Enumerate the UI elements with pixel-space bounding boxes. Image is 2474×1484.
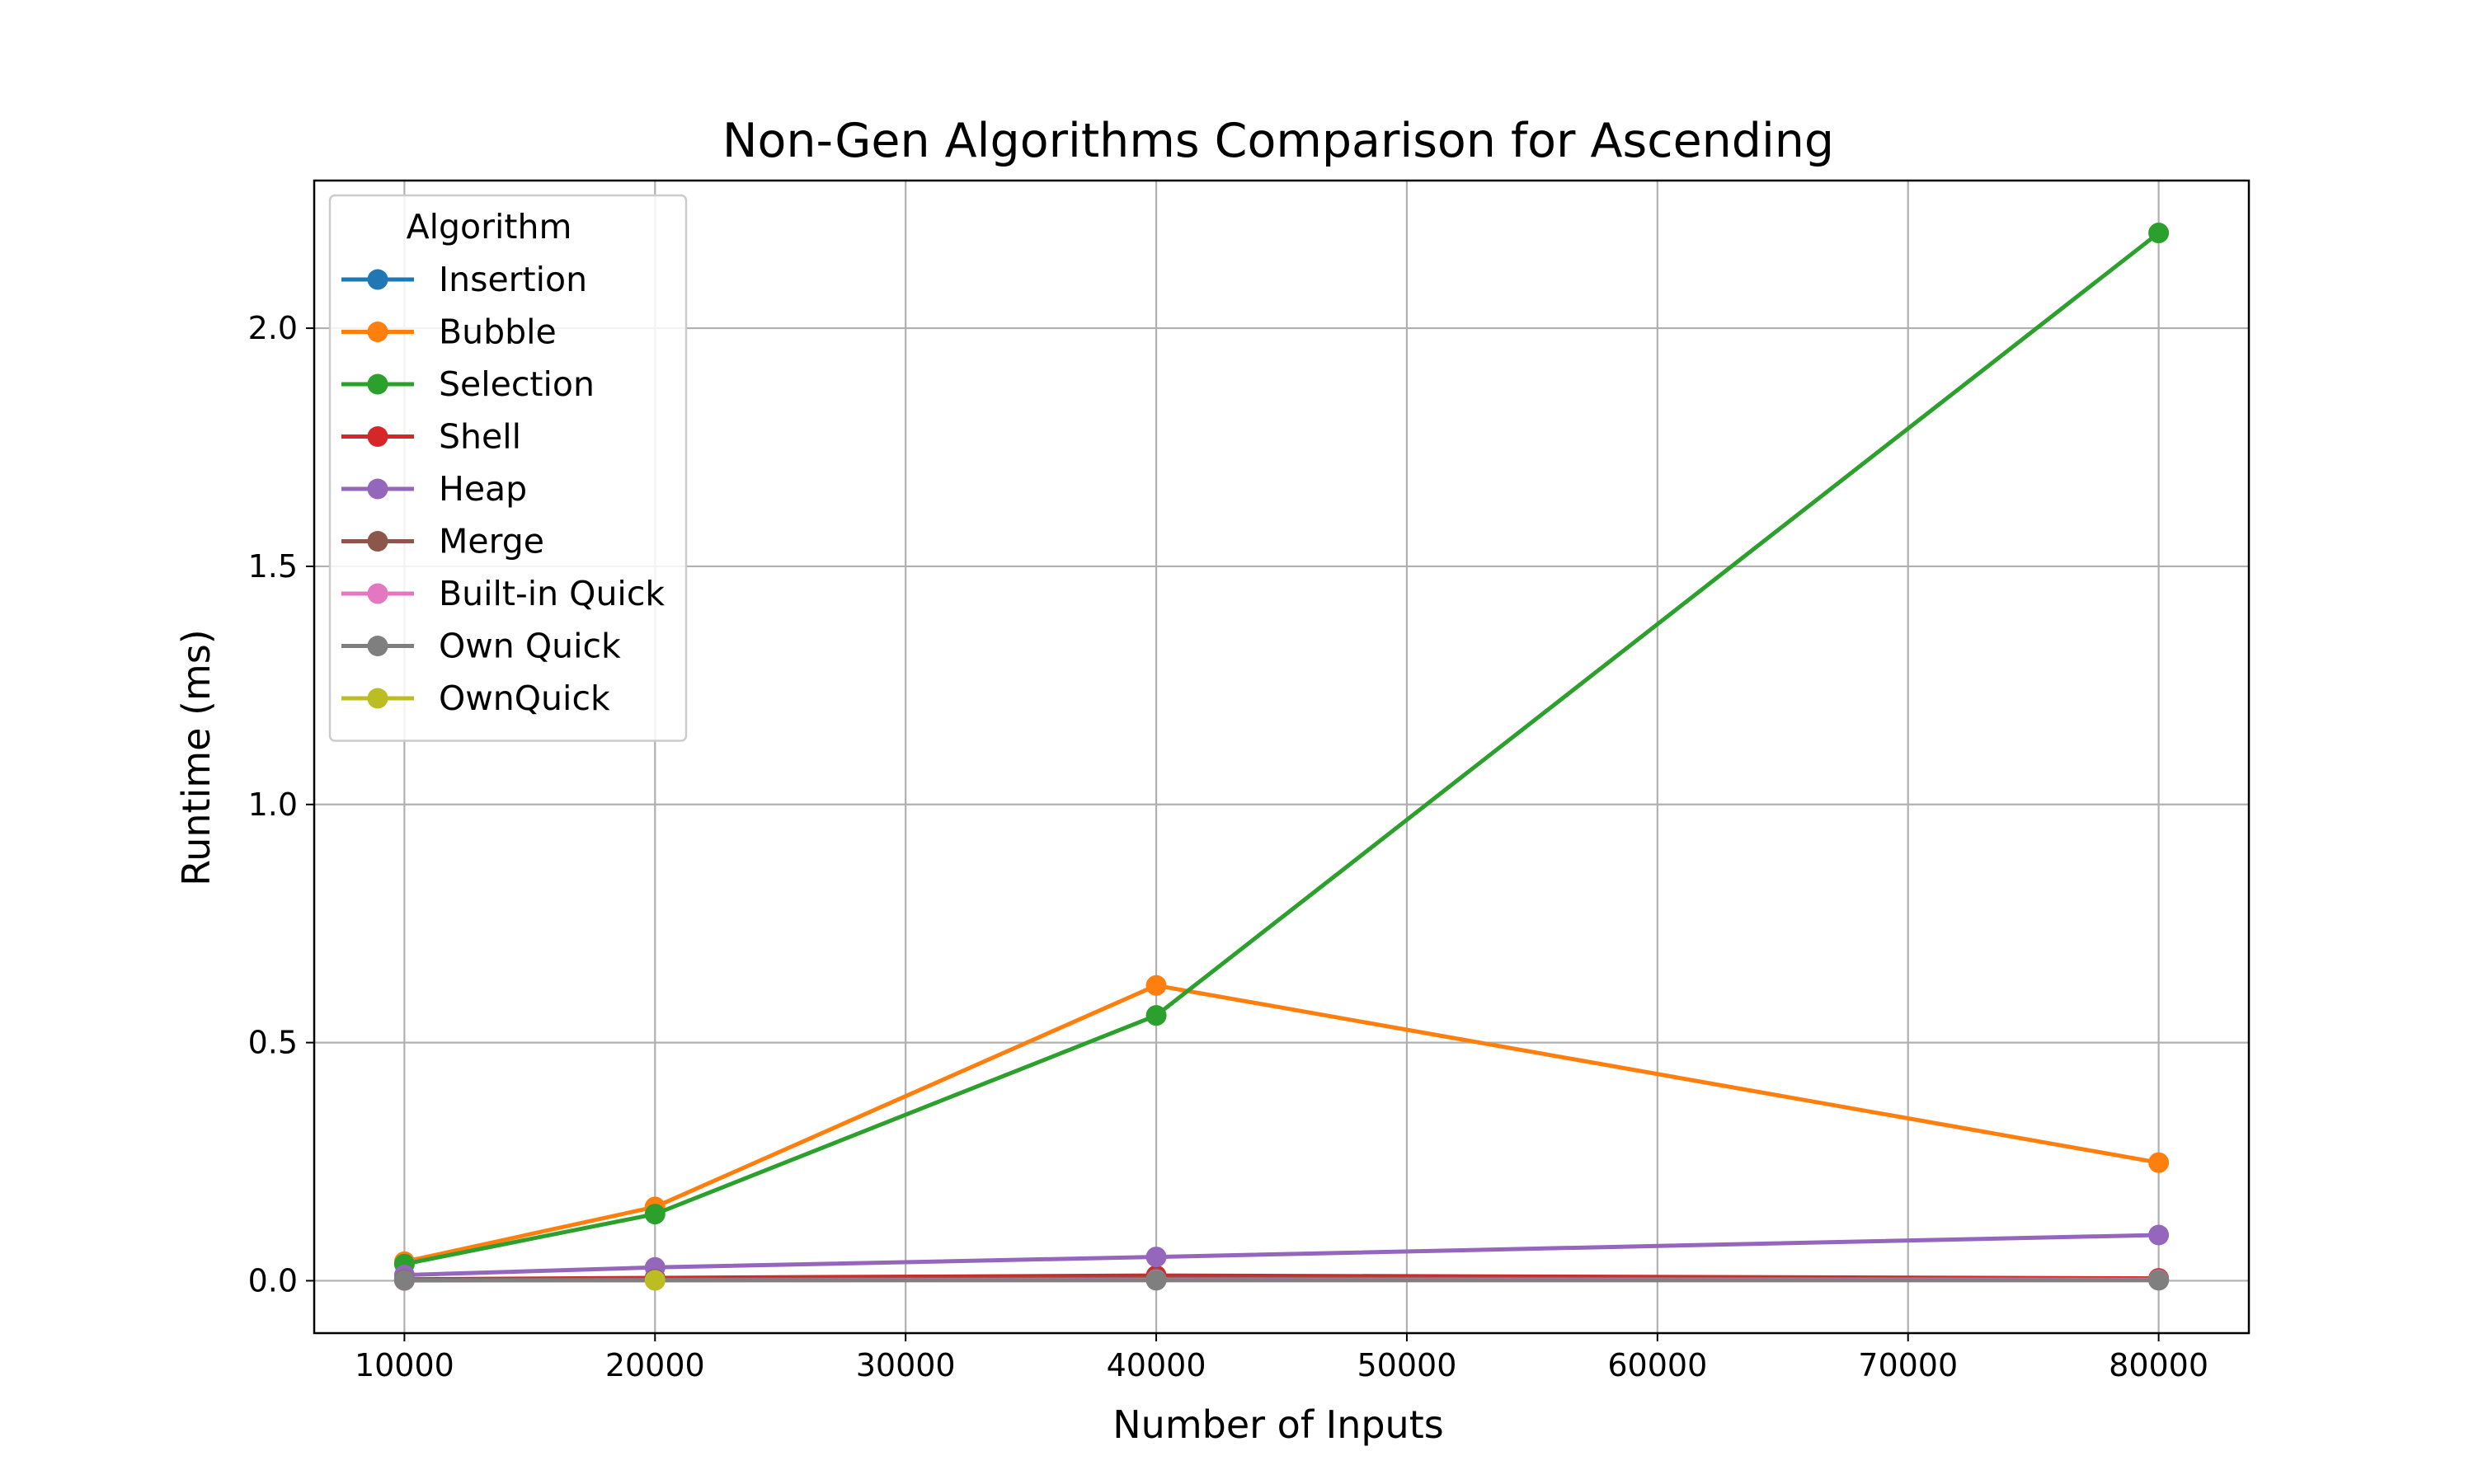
legend-swatch-marker [367, 478, 388, 500]
legend-label: Insertion [439, 260, 587, 299]
data-point-selection [644, 1204, 666, 1225]
x-tick-label: 20000 [605, 1347, 705, 1383]
legend-entry-built-in-quick: Built-in Quick [341, 574, 665, 613]
legend-swatch-marker [367, 688, 388, 709]
data-point-heap [2148, 1224, 2170, 1246]
legend-entry-heap: Heap [341, 469, 527, 509]
legend-entry-insertion: Insertion [341, 260, 587, 299]
legend-swatch-marker [367, 269, 388, 290]
legend-entry-selection: Selection [341, 364, 595, 404]
legend-label: Shell [439, 417, 521, 457]
data-point-own-quick [1145, 1270, 1167, 1291]
series-layer [393, 223, 2170, 1291]
data-point-bubble [1145, 974, 1167, 996]
x-tick-label: 80000 [2109, 1347, 2208, 1383]
legend-entry-shell: Shell [341, 417, 521, 457]
y-tick-label: 0.0 [248, 1262, 298, 1298]
legend-swatch-marker [367, 373, 388, 395]
series-line-bubble [403, 983, 2160, 1264]
tick-layer: 10000 20000 30000 40000 50000 60000 70000 80000… [248, 310, 2208, 1383]
legend-label: Heap [439, 469, 527, 509]
y-tick-label: 2.0 [248, 310, 298, 346]
legend-swatch-marker [367, 636, 388, 656]
legend-label: Bubble [439, 312, 557, 352]
data-point-ownquick [644, 1270, 666, 1291]
data-point-selection [1145, 1005, 1167, 1026]
plot-frame [313, 179, 2251, 1335]
data-point-heap [1145, 1247, 1167, 1268]
legend: Algorithm Insertion Bubble Selection Shell H… [328, 194, 688, 742]
x-axis-label: Number of Inputs [1112, 1402, 1443, 1447]
chart-title: Non-Gen Algorithms Comparison for Ascend… [722, 114, 1834, 168]
data-point-selection [2148, 223, 2170, 244]
data-point-bubble [2148, 1152, 2170, 1173]
x-tick-label: 30000 [856, 1347, 956, 1383]
series-line-heap [404, 1233, 2159, 1278]
x-tick-label: 60000 [1607, 1347, 1707, 1383]
legend-label: Built-in Quick [439, 574, 665, 613]
series-line-selection [403, 231, 2161, 1266]
series-bubble [393, 974, 2170, 1272]
legend-label: Selection [439, 364, 595, 404]
series-ownquick [644, 1270, 666, 1291]
legend-swatch-marker [367, 531, 388, 552]
legend-swatch-marker [367, 583, 388, 604]
legend-label: Merge [439, 522, 544, 561]
legend-label: OwnQuick [439, 679, 610, 718]
y-tick-label: 1.5 [248, 548, 298, 585]
legend-box [328, 194, 688, 742]
data-point-own-quick [2148, 1270, 2170, 1291]
y-axis-label: Runtime (ms) [174, 629, 219, 885]
legend-title: Algorithm [407, 207, 572, 247]
y-tick-label: 1.0 [248, 787, 298, 823]
legend-swatch-marker [367, 322, 388, 342]
legend-swatch-marker [367, 426, 388, 447]
legend-entry-own-quick: Own Quick [341, 627, 621, 666]
x-tick-label: 50000 [1357, 1347, 1456, 1383]
x-tick-label: 70000 [1858, 1347, 1958, 1383]
legend-entry-ownquick: OwnQuick [341, 679, 610, 718]
x-tick-label: 10000 [355, 1347, 454, 1383]
legend-entry-bubble: Bubble [341, 312, 557, 352]
x-tick-label: 40000 [1107, 1347, 1206, 1383]
data-point-own-quick [393, 1270, 415, 1291]
legend-entry-merge: Merge [341, 522, 544, 561]
legend-label: Own Quick [439, 627, 621, 666]
y-tick-label: 0.5 [248, 1025, 298, 1061]
